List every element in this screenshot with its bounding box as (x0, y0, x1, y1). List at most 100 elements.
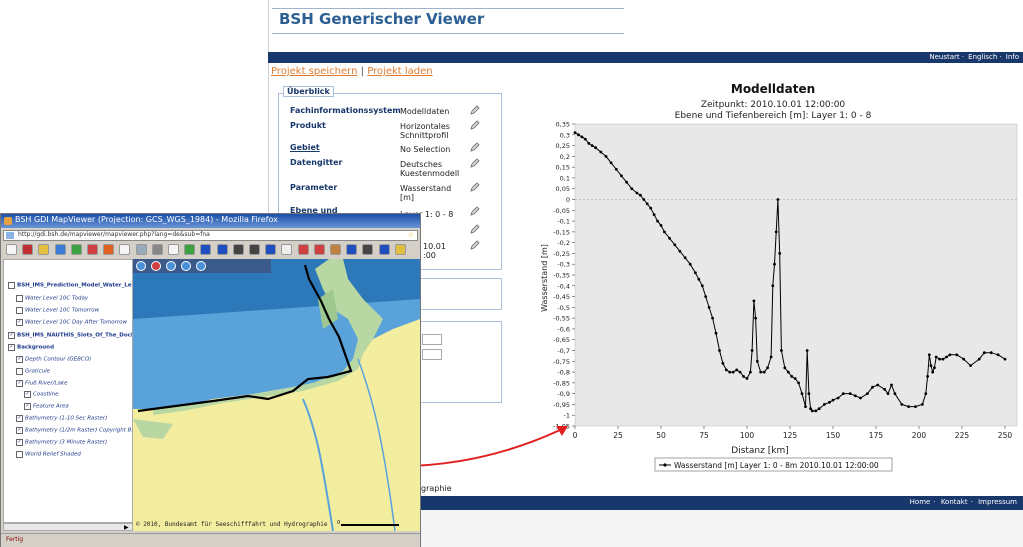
pan-icon[interactable] (151, 244, 163, 255)
data-point (977, 357, 981, 361)
text-field[interactable] (422, 334, 442, 345)
x-tick-label: 100 (740, 431, 755, 440)
binoculars-icon[interactable] (249, 244, 260, 255)
settings-icon[interactable] (181, 261, 191, 271)
zoom-out-icon[interactable] (135, 244, 147, 255)
data-point (893, 392, 897, 395)
refresh-icon[interactable] (103, 244, 115, 255)
add-icon[interactable] (54, 244, 66, 255)
window-titlebar[interactable]: BSH GDI MapViewer (Projection: GCS_WGS_1… (1, 214, 420, 228)
measure-icon[interactable] (313, 244, 325, 255)
globe-icon[interactable] (184, 244, 196, 255)
layer-checkbox[interactable]: ✓ (16, 319, 23, 326)
back-icon[interactable] (200, 244, 212, 255)
layer-tree-item[interactable]: ✓ Background (8, 344, 54, 351)
minus-icon[interactable] (196, 261, 206, 271)
edit-pencil-icon[interactable] (470, 240, 480, 250)
save-project-link[interactable]: Projekt speichern (271, 66, 358, 77)
layer-tree-item[interactable]: ✓ Bathymetry (1/2m Raster) Copyright BSH (16, 427, 132, 434)
y-tick-label: 0,35 (556, 121, 570, 129)
help-icon[interactable] (346, 244, 358, 255)
y-tick-label: -0,3 (557, 261, 570, 269)
remove-icon[interactable] (70, 244, 82, 255)
gebiet-label[interactable]: Gebiet (290, 143, 320, 152)
layer-tree-item[interactable]: Graticule (16, 368, 50, 375)
layer-checkbox[interactable]: ✓ (8, 332, 15, 339)
layer-tree-item[interactable]: Water Level 10C Tomorrow (16, 307, 99, 314)
edit-pencil-icon[interactable] (470, 120, 480, 130)
bookmark-star-icon[interactable]: ☆ (407, 231, 414, 239)
edit-pencil-icon[interactable] (470, 142, 480, 152)
layer-tree-item[interactable]: ✓ Feature Area (24, 403, 69, 410)
nav-neustart-link[interactable]: Neustart (929, 53, 960, 61)
layer-tree-item[interactable]: ✓ Fluß River/Lake (16, 380, 68, 387)
layer-checkbox[interactable]: ✓ (16, 415, 23, 422)
address-bar[interactable]: http://gdi.bsh.de/mapviewer/mapviewer.ph… (3, 230, 418, 241)
layer-checkbox[interactable]: ✓ (24, 403, 31, 410)
layer-tree-item[interactable]: BSH_IMS_Prediction_Model_Water_Level_Mod… (8, 282, 132, 289)
edit-pencil-icon[interactable] (470, 182, 480, 192)
layer-checkbox[interactable] (16, 307, 23, 314)
find-icon[interactable] (232, 244, 244, 255)
print-icon[interactable] (362, 244, 374, 255)
layers-icon[interactable] (394, 244, 406, 255)
footer-kontakt-link[interactable]: Kontakt (940, 498, 968, 506)
open-icon[interactable] (38, 244, 50, 255)
text-field[interactable] (422, 349, 442, 360)
map-view[interactable] (133, 259, 420, 531)
layer-checkbox[interactable] (16, 368, 23, 375)
close-icon[interactable] (22, 244, 34, 255)
new-icon[interactable] (6, 244, 17, 255)
save-icon[interactable] (378, 244, 390, 255)
footer-impressum-link[interactable]: Impressum (978, 498, 1017, 506)
layer-checkbox[interactable] (16, 451, 23, 458)
edit-pencil-icon[interactable] (470, 158, 480, 168)
layer-tree-item[interactable]: ✓ Water Level 10C Day After Tomorrow (16, 319, 127, 326)
edit-pencil-icon[interactable] (470, 224, 480, 234)
layer-tree-item[interactable]: ✓ Coastline (24, 391, 59, 398)
partial-text: graphie (421, 484, 452, 493)
layer-tree-item[interactable]: ✓ BSH_IMS_NAUTHIS_Slots_Of_The_Dock (8, 332, 132, 339)
layer-tree-item[interactable]: ✓ Depth Contour (GEBCO) (16, 356, 91, 363)
zoom-in-icon[interactable] (119, 244, 131, 255)
data-point (890, 383, 893, 387)
data-point (731, 370, 735, 374)
layer-tree-item[interactable]: Water Level 10C Today (16, 295, 88, 302)
layer-tree-item[interactable]: World Relief Shaded (16, 451, 81, 458)
x-tick-label: 250 (998, 431, 1013, 440)
layer-label: Depth Contour (GEBCO) (25, 356, 92, 363)
layer-checkbox[interactable]: ✓ (16, 427, 23, 434)
load-project-link[interactable]: Projekt laden (367, 66, 433, 77)
layer-checkbox[interactable] (16, 295, 23, 302)
list-icon[interactable] (281, 244, 293, 255)
layer-tree-item[interactable]: ✓ Bathymetry (1-10 Sec Raster) (16, 415, 107, 422)
data-point (749, 370, 752, 374)
info-icon[interactable] (265, 244, 277, 255)
edit-pencil-icon[interactable] (470, 206, 480, 216)
produkt-label: Produkt (290, 121, 326, 130)
full-extent-icon[interactable] (168, 244, 179, 255)
layer-checkbox[interactable]: ✓ (8, 344, 15, 351)
layer-checkbox[interactable] (8, 282, 15, 289)
chart-title: Modelldaten (731, 82, 815, 96)
scroll-right-icon[interactable]: ▶ (124, 524, 129, 531)
layer-checkbox[interactable]: ✓ (16, 439, 23, 446)
check-icon[interactable] (136, 261, 146, 271)
footer-home-link[interactable]: Home (909, 498, 931, 506)
layer-checkbox[interactable]: ✓ (16, 356, 23, 363)
forward-icon[interactable] (216, 244, 228, 255)
layer-tree-item[interactable]: ✓ Bathymetry (3 Minute Raster) (16, 439, 107, 446)
chart-icon[interactable] (330, 244, 341, 255)
edit-pencil-icon[interactable] (470, 105, 480, 115)
nav-info-link[interactable]: Info (1005, 53, 1019, 61)
map-toolbar (3, 243, 418, 257)
select-icon[interactable] (297, 244, 309, 255)
horizontal-scrollbar[interactable]: ▶ (3, 523, 133, 531)
zoom-icon[interactable] (166, 261, 176, 271)
layer-checkbox[interactable]: ✓ (16, 380, 23, 387)
nav-englisch-link[interactable]: Englisch (968, 53, 998, 61)
stop-icon[interactable] (87, 244, 98, 255)
footer-bar (268, 496, 1023, 510)
layer-checkbox[interactable]: ✓ (24, 391, 31, 398)
cancel-icon[interactable] (151, 261, 161, 271)
